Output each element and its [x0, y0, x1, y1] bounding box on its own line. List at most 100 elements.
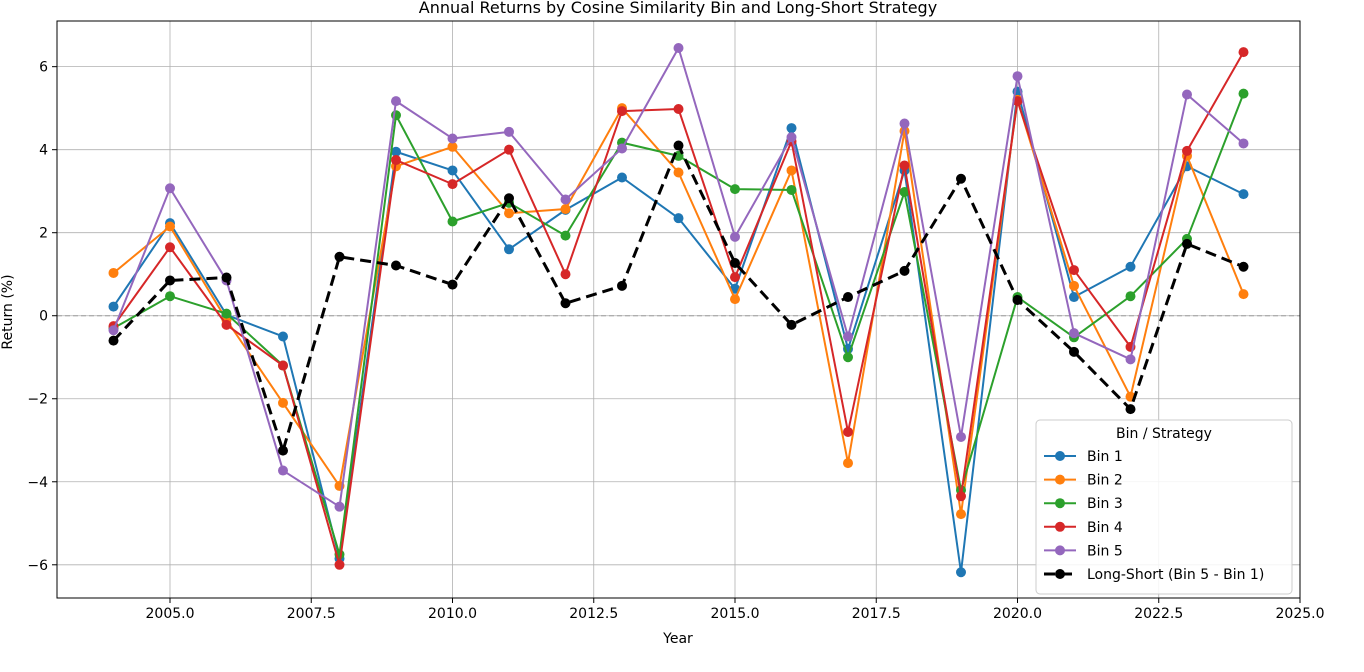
data-point	[447, 141, 458, 152]
legend-label: Bin 5	[1087, 543, 1123, 559]
data-point	[165, 221, 175, 232]
data-point	[899, 187, 910, 198]
legend-box	[1035, 419, 1293, 595]
x-tick-label: 2020.0	[993, 606, 1042, 622]
x-tick-label: 2010.0	[428, 606, 477, 622]
x-tick-label: 2017.5	[852, 606, 901, 622]
data-point	[1238, 261, 1249, 272]
data-point	[278, 331, 288, 342]
data-point	[673, 104, 684, 115]
x-tick-label: 2005.0	[146, 606, 195, 622]
data-point	[278, 465, 288, 476]
data-point	[391, 155, 401, 166]
y-axis-ticks: −6 −4 −2 0 2 4 6	[27, 60, 57, 574]
data-point	[447, 133, 458, 144]
legend-swatch-marker	[1055, 545, 1065, 556]
data-point	[1182, 238, 1192, 249]
data-point	[108, 325, 119, 336]
data-point	[843, 426, 853, 437]
data-point	[504, 144, 514, 155]
data-point	[1069, 265, 1079, 276]
data-point	[786, 132, 797, 143]
data-point	[956, 567, 966, 578]
legend-swatch-marker	[1055, 451, 1065, 461]
data-point	[108, 267, 119, 278]
x-tick-label: 2007.5	[287, 606, 336, 622]
data-point	[1238, 138, 1249, 149]
legend-label: Bin 1	[1087, 449, 1123, 465]
y-tick-label: −4	[27, 475, 48, 491]
data-point	[617, 172, 627, 183]
y-tick-label: 0	[39, 309, 48, 325]
data-point	[1012, 294, 1023, 305]
data-point	[447, 165, 458, 176]
data-point	[334, 501, 345, 512]
data-point	[391, 146, 401, 157]
data-point	[165, 291, 175, 302]
data-point	[334, 559, 345, 570]
data-point	[730, 294, 740, 305]
x-axis-label: Year	[662, 631, 693, 647]
data-point	[1069, 346, 1079, 357]
data-point	[730, 184, 740, 195]
data-point	[1125, 261, 1136, 272]
data-point	[504, 208, 514, 219]
legend-item: Bin 5	[1044, 543, 1123, 559]
data-point	[899, 265, 910, 276]
data-point	[221, 272, 232, 283]
data-point	[899, 118, 910, 129]
y-tick-label: 2	[39, 226, 48, 242]
legend-item: Bin 1	[1044, 449, 1123, 465]
data-point	[730, 231, 740, 242]
data-point	[673, 42, 684, 53]
legend-swatch-marker	[1055, 521, 1065, 532]
data-point	[560, 194, 571, 205]
plot-frame	[56, 20, 1301, 599]
x-tick-label: 2015.0	[711, 606, 760, 622]
series-layer	[108, 42, 1249, 578]
data-point	[673, 167, 684, 178]
data-point	[956, 509, 966, 520]
data-point	[334, 251, 345, 262]
y-axis-label: Return (%)	[0, 274, 16, 349]
legend-label: Long-Short (Bin 5 - Bin 1)	[1087, 567, 1264, 583]
data-point	[786, 123, 797, 134]
data-point	[1125, 354, 1136, 365]
data-point	[1125, 291, 1136, 302]
chart-title: Annual Returns by Cosine Similarity Bin …	[419, 0, 937, 17]
data-point	[843, 352, 853, 363]
data-point	[447, 216, 458, 227]
data-point	[1069, 328, 1079, 339]
x-tick-label: 2022.5	[1134, 606, 1183, 622]
data-point	[108, 301, 119, 312]
legend-item: Bin 2	[1044, 473, 1123, 489]
data-point	[221, 308, 232, 319]
data-point	[673, 213, 684, 224]
data-point	[956, 431, 966, 442]
data-point	[504, 126, 514, 137]
data-point	[560, 269, 571, 280]
y-tick-label: 6	[39, 60, 48, 76]
data-point	[391, 110, 401, 121]
legend-swatch-marker	[1055, 474, 1065, 485]
data-point	[1238, 88, 1249, 99]
data-point	[786, 319, 797, 330]
data-point	[1125, 404, 1136, 415]
data-point	[843, 458, 853, 469]
data-point	[673, 140, 684, 151]
data-point	[447, 279, 458, 290]
legend: Bin / Strategy Bin 1 Bin 2 Bin 3 Bin 4 Bin 5…	[1035, 419, 1293, 595]
data-point	[786, 165, 797, 176]
data-point	[843, 331, 853, 342]
data-point	[617, 280, 627, 291]
data-point	[560, 298, 571, 309]
data-point	[1069, 280, 1079, 291]
legend-label: Bin 2	[1087, 473, 1123, 489]
data-point	[165, 183, 175, 194]
data-point	[504, 244, 514, 255]
data-point	[730, 258, 740, 269]
data-point	[899, 160, 910, 171]
data-point	[617, 106, 627, 117]
x-axis-ticks: 2005.0 2007.5 2010.0 2012.5 2015.0 2017.5 2020…	[146, 598, 1325, 622]
